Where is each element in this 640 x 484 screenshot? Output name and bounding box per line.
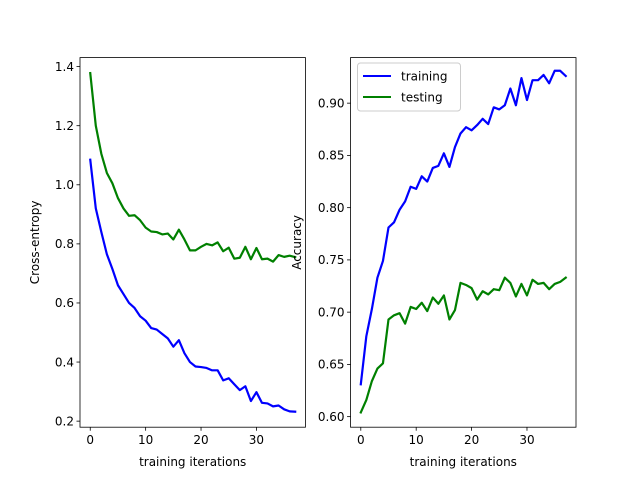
legend-label-training: training <box>401 70 448 84</box>
plot-area-frame <box>79 57 306 428</box>
x-tick-label: 0 <box>86 433 94 447</box>
series-lines <box>89 71 297 413</box>
y-tick-label: 0.2 <box>55 414 74 428</box>
y-tick-label: 0.6 <box>55 296 74 310</box>
training-line <box>359 69 568 386</box>
y-tick-label: 0.90 <box>318 96 345 110</box>
x-axis-label: training iterations <box>410 455 517 469</box>
y-tick-label: 0.65 <box>318 358 345 372</box>
x-tick-label: 30 <box>249 433 264 447</box>
x-tick-label: 20 <box>193 433 208 447</box>
x-tick-label: 20 <box>464 433 479 447</box>
y-tick-label: 0.60 <box>318 410 345 424</box>
y-axis-label: Accuracy <box>290 215 304 270</box>
x-tick-label: 10 <box>138 433 153 447</box>
green-series-line <box>89 71 297 263</box>
y-tick-label: 0.70 <box>318 305 345 319</box>
series-lines <box>359 69 568 414</box>
plot-area-frame <box>350 57 577 428</box>
y-tick-label: 0.4 <box>55 355 74 369</box>
x-tick-label: 10 <box>409 433 424 447</box>
accuracy-subplot: 0.60 0.65 0.70 0.75 0.80 0.85 0.90 0 10 20 30 tra… <box>290 57 577 469</box>
y-tick-label: 1.0 <box>55 178 74 192</box>
y-tick-label: 0.80 <box>318 201 345 215</box>
testing-line <box>359 276 568 414</box>
x-axis-label: training iterations <box>139 455 246 469</box>
y-tick-label: 1.2 <box>55 119 74 133</box>
legend: training testing <box>357 62 461 112</box>
y-axis-ticks: 0.60 0.65 0.70 0.75 0.80 0.85 0.90 <box>318 96 351 424</box>
y-tick-label: 0.8 <box>55 237 74 251</box>
cross-entropy-subplot: 0.2 0.4 0.6 0.8 1.0 1.2 1.4 0 10 20 30 training i… <box>28 57 306 469</box>
x-axis-ticks: 0 10 20 30 <box>86 427 264 447</box>
y-tick-label: 0.85 <box>318 149 345 163</box>
x-tick-label: 0 <box>357 433 365 447</box>
y-tick-label: 1.4 <box>55 60 74 74</box>
blue-series-line <box>89 158 297 413</box>
x-tick-label: 30 <box>519 433 534 447</box>
y-axis-ticks: 0.2 0.4 0.6 0.8 1.0 1.2 1.4 <box>55 60 80 428</box>
y-tick-label: 0.75 <box>318 253 345 267</box>
y-axis-label: Cross-entropy <box>28 201 42 285</box>
x-axis-ticks: 0 10 20 30 <box>357 427 535 447</box>
legend-label-testing: testing <box>401 91 443 105</box>
